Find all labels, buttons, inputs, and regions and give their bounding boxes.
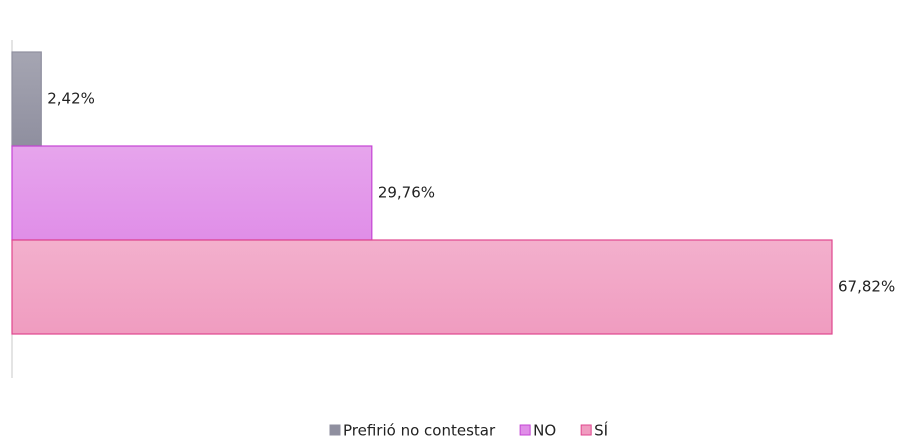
bar [11,51,42,147]
data-label: 67,82% [838,278,895,296]
legend-label: SÍ [594,421,608,440]
legend-swatch [519,424,531,436]
legend-swatch [329,424,341,436]
data-label: 2,42% [47,90,95,108]
legend-swatch [580,424,592,436]
legend-label: NO [533,422,556,440]
bar [11,145,373,241]
bar [11,239,833,335]
legend-label: Prefirió no contestar [343,422,496,440]
data-label: 29,76% [378,184,435,202]
